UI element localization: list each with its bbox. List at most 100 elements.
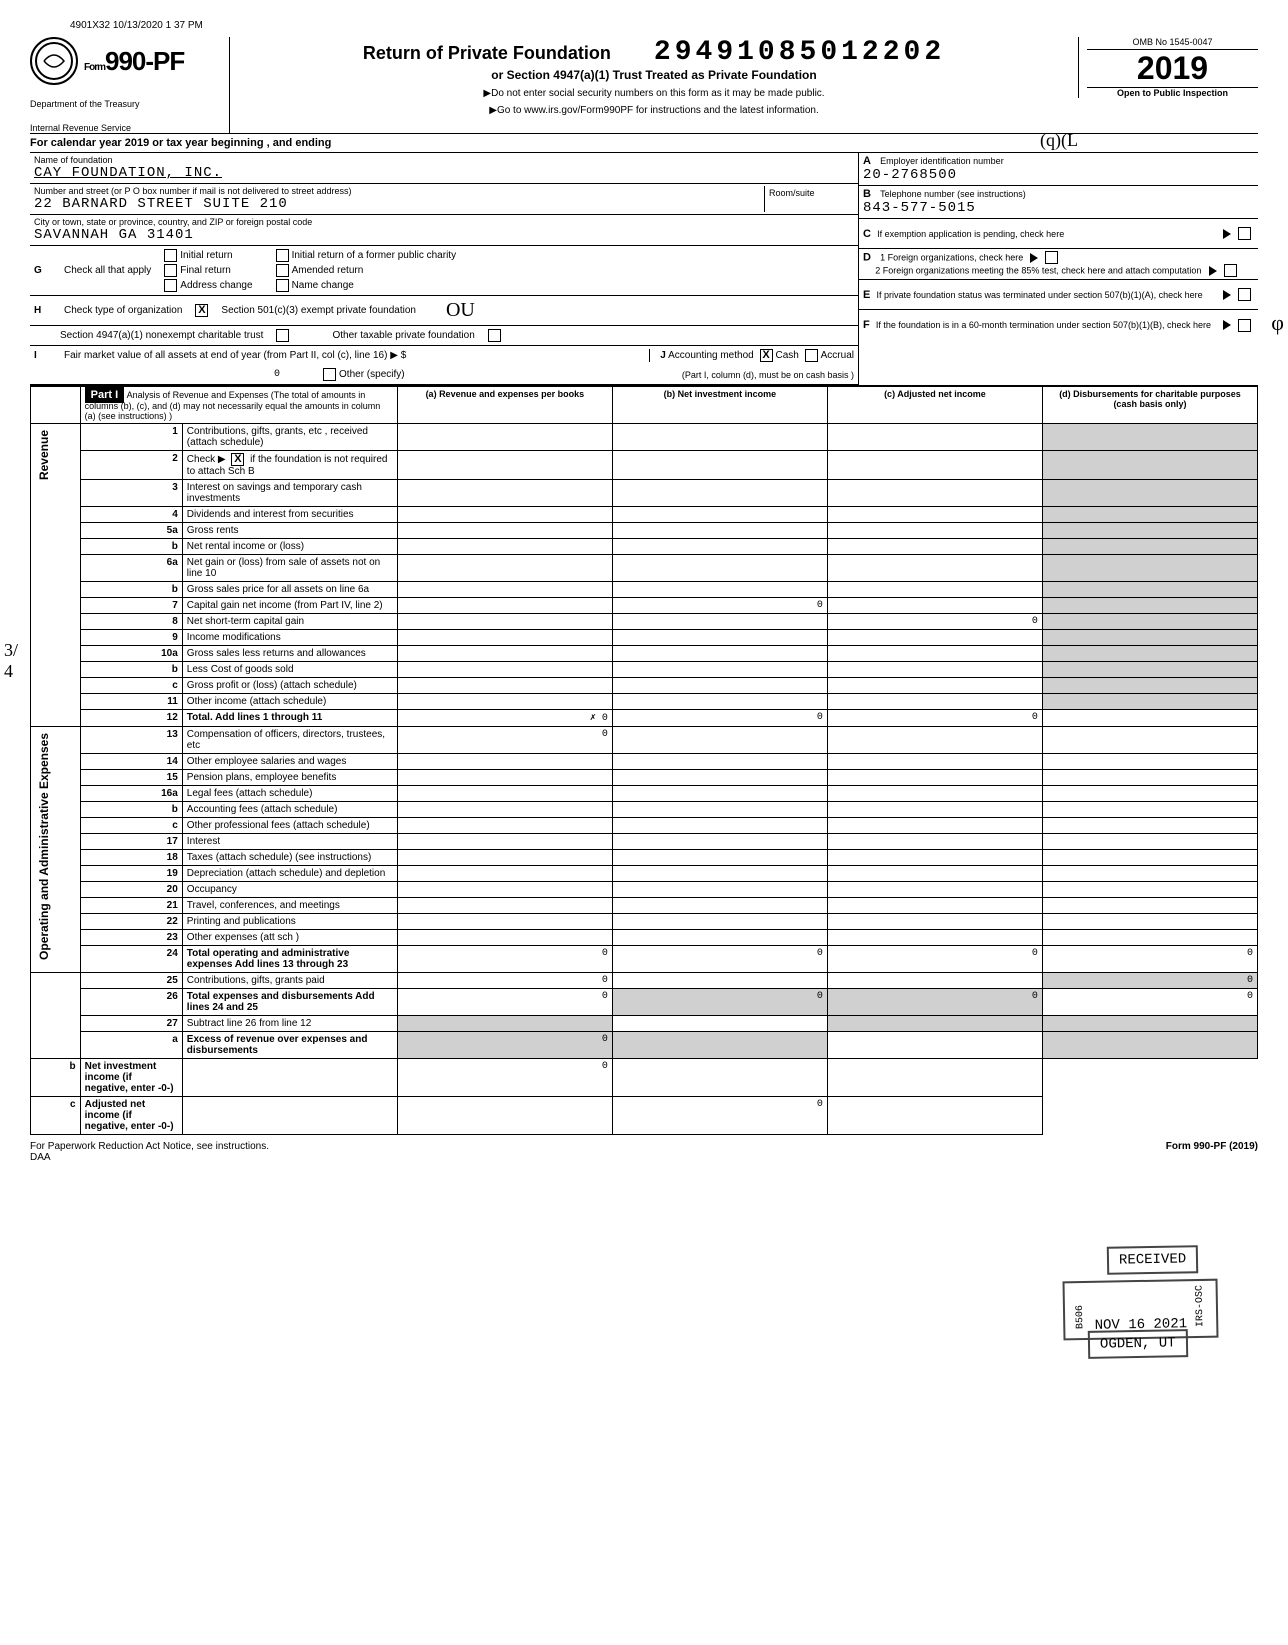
table-row: cOther professional fees (attach schedul… bbox=[31, 818, 1258, 834]
table-row: 16aLegal fees (attach schedule) bbox=[31, 786, 1258, 802]
chk-accrual[interactable] bbox=[805, 349, 818, 362]
opt-address-change: Address change bbox=[180, 280, 252, 291]
chk-amended-return[interactable] bbox=[276, 264, 289, 277]
chk-other-method[interactable] bbox=[323, 368, 336, 381]
amount-cell bbox=[612, 770, 827, 786]
amount-cell bbox=[1042, 582, 1257, 598]
line-desc: Other income (attach schedule) bbox=[182, 694, 397, 710]
line-number: c bbox=[80, 818, 182, 834]
chk-foreign-org[interactable] bbox=[1045, 251, 1058, 264]
arrow-icon bbox=[1209, 266, 1217, 276]
line-desc: Taxes (attach schedule) (see instruction… bbox=[182, 850, 397, 866]
amount-cell bbox=[397, 882, 612, 898]
form-title: Return of Private Foundation bbox=[363, 43, 611, 63]
irs-logo-icon bbox=[30, 37, 78, 85]
chk-initial-return[interactable] bbox=[164, 249, 177, 262]
amount-cell bbox=[1042, 802, 1257, 818]
handwritten-qil: (q)(L bbox=[1040, 130, 1078, 151]
opt-amended-return: Amended return bbox=[292, 265, 364, 276]
chk-address-change[interactable] bbox=[164, 279, 177, 292]
note-ssn: ▶Do not enter social security numbers on… bbox=[250, 88, 1058, 99]
amount-cell bbox=[397, 582, 612, 598]
form-number: Form990-PF bbox=[84, 46, 184, 76]
amount-cell bbox=[1042, 614, 1257, 630]
amount-cell bbox=[827, 646, 1042, 662]
chk-cash[interactable] bbox=[760, 349, 773, 362]
amount-cell bbox=[397, 630, 612, 646]
amount-cell bbox=[827, 770, 1042, 786]
line-desc: Capital gain net income (from Part IV, l… bbox=[182, 598, 397, 614]
chk-former-charity[interactable] bbox=[276, 249, 289, 262]
amount-cell bbox=[612, 727, 827, 754]
chk-schb[interactable] bbox=[231, 453, 244, 466]
line-number: 20 bbox=[80, 882, 182, 898]
box-e-lbl: E bbox=[863, 289, 870, 301]
revenue-side-label: Revenue bbox=[35, 426, 53, 484]
amount-cell bbox=[612, 1059, 827, 1097]
arrow-icon bbox=[1223, 320, 1231, 330]
amount-cell bbox=[612, 480, 827, 507]
box-a-lbl: A bbox=[863, 155, 871, 167]
box-d-lbl: D bbox=[863, 251, 871, 263]
amount-cell bbox=[397, 694, 612, 710]
chk-other-taxable[interactable] bbox=[488, 329, 501, 342]
amount-cell bbox=[827, 914, 1042, 930]
amount-cell bbox=[612, 754, 827, 770]
amount-cell bbox=[612, 582, 827, 598]
amount-cell bbox=[612, 630, 827, 646]
line-number: 12 bbox=[80, 710, 182, 727]
chk-pending[interactable] bbox=[1238, 227, 1251, 240]
amount-cell bbox=[397, 1016, 612, 1032]
amount-cell bbox=[397, 866, 612, 882]
line-desc: Gross profit or (loss) (attach schedule) bbox=[182, 678, 397, 694]
stamp-irs-osc: IRS-OSC bbox=[1195, 1285, 1207, 1327]
line-number: 8 bbox=[80, 614, 182, 630]
table-row: 21Travel, conferences, and meetings bbox=[31, 898, 1258, 914]
omb-number: OMB No 1545-0047 bbox=[1087, 37, 1258, 50]
amount-cell bbox=[1042, 866, 1257, 882]
table-row: 6aNet gain or (loss) from sale of assets… bbox=[31, 555, 1258, 582]
amount-cell bbox=[1042, 754, 1257, 770]
line-desc: Interest bbox=[182, 834, 397, 850]
amount-cell bbox=[612, 898, 827, 914]
box-f-lbl: F bbox=[863, 319, 870, 331]
line-number: b bbox=[80, 802, 182, 818]
amount-cell bbox=[612, 1016, 827, 1032]
amount-cell: 0 bbox=[827, 614, 1042, 630]
amount-cell bbox=[1042, 786, 1257, 802]
chk-507b1a[interactable] bbox=[1238, 288, 1251, 301]
amount-cell bbox=[827, 850, 1042, 866]
table-row: 5aGross rents bbox=[31, 523, 1258, 539]
handwritten-phi: φ bbox=[1271, 310, 1284, 336]
amount-cell bbox=[827, 1059, 1042, 1097]
amount-cell bbox=[1042, 480, 1257, 507]
line-number: 11 bbox=[80, 694, 182, 710]
line-desc: Income modifications bbox=[182, 630, 397, 646]
table-row: bLess Cost of goods sold bbox=[31, 662, 1258, 678]
line-desc: Compensation of officers, directors, tru… bbox=[182, 727, 397, 754]
line-desc: Other professional fees (attach schedule… bbox=[182, 818, 397, 834]
box-f-text: If the foundation is in a 60-month termi… bbox=[876, 320, 1219, 330]
stamped-number: 29491085012202 bbox=[654, 37, 945, 68]
chk-final-return[interactable] bbox=[164, 264, 177, 277]
chk-name-change[interactable] bbox=[276, 279, 289, 292]
amount-cell bbox=[827, 834, 1042, 850]
line-number: 16a bbox=[80, 786, 182, 802]
amount-cell bbox=[827, 480, 1042, 507]
amount-cell bbox=[1042, 424, 1257, 451]
chk-85pct[interactable] bbox=[1224, 264, 1237, 277]
line-desc: Net investment income (if negative, ente… bbox=[80, 1059, 182, 1097]
chk-501c3[interactable] bbox=[195, 304, 208, 317]
chk-507b1b[interactable] bbox=[1238, 319, 1251, 332]
name-label: Name of foundation bbox=[34, 155, 854, 165]
amount-cell bbox=[1042, 539, 1257, 555]
line-number: 25 bbox=[80, 973, 182, 989]
amount-cell bbox=[397, 770, 612, 786]
col-c-header: (c) Adjusted net income bbox=[827, 387, 1042, 424]
handwritten-ou: OU bbox=[446, 299, 475, 322]
amount-cell bbox=[827, 424, 1042, 451]
amount-cell bbox=[827, 1032, 1042, 1059]
amount-cell bbox=[827, 1097, 1042, 1135]
chk-4947[interactable] bbox=[276, 329, 289, 342]
amount-cell bbox=[827, 930, 1042, 946]
